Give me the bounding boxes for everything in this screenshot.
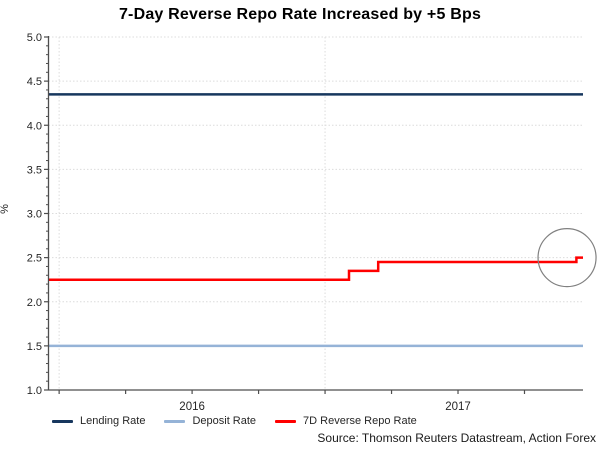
legend-item-7d-reverse-repo-rate: 7D Reverse Repo Rate [275,415,417,427]
legend-label: 7D Reverse Repo Rate [303,415,417,427]
y-tick-label: 2.5 [27,253,42,265]
y-tick-label: 5.0 [27,32,42,44]
lending-rate-line-swatch [52,419,73,423]
legend-item-deposit-rate: Deposit Rate [164,415,256,427]
legend-label: Lending Rate [80,415,146,427]
legend-item-lending-rate: Lending Rate [52,415,145,427]
y-tick-label: 1.0 [27,385,42,397]
y-tick-label: 1.5 [27,341,42,353]
x-year-label: 2016 [179,401,205,413]
highlight-circle-annotation [537,228,597,288]
source-note: Source: Thomson Reuters Datastream, Acti… [317,431,596,445]
chart-title: 7-Day Reverse Repo Rate Increased by +5 … [118,6,482,23]
y-tick-label: 2.0 [27,297,42,309]
legend-label: Deposit Rate [192,415,257,427]
deposit-rate-line-swatch [164,419,186,423]
y-tick-label: 4.0 [27,120,42,132]
x-year-label: 2017 [445,401,471,413]
y-tick-label: 3.0 [27,209,42,221]
y-tick-label: 4.5 [27,76,42,88]
reverse-repo-rate-line-swatch [275,419,297,423]
y-tick-label: 3.5 [27,164,42,176]
legend: Lending Rate Deposit Rate 7D Reverse Rep… [52,415,417,427]
series-line-7d-reverse-repo-rate [48,256,583,281]
